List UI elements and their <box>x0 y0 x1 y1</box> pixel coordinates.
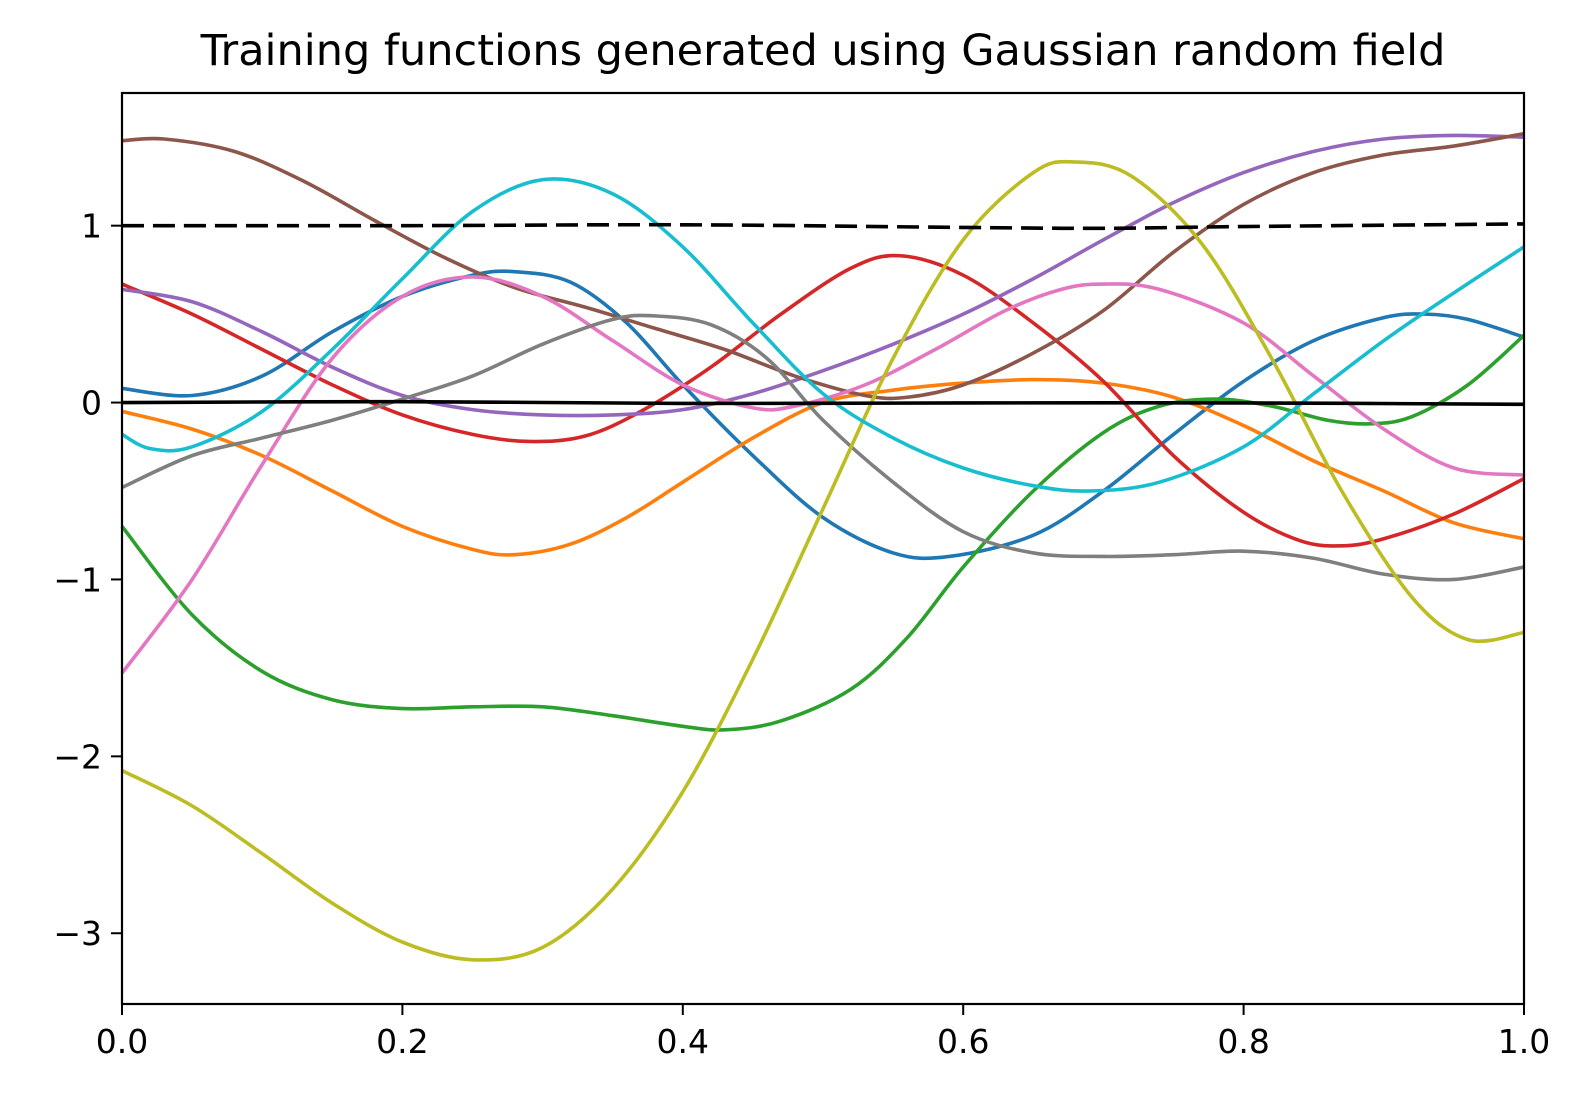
series-line-4 <box>121 133 1525 418</box>
series-line-9 <box>121 177 1525 493</box>
ticks-layer: 0.0 0.2 0.4 0.6 0.8 1.0 −3 −2 −1 0 1 <box>53 207 1550 1061</box>
x-tick-label: 0.0 <box>96 1022 148 1061</box>
chart-title: Training functions generated using Gauss… <box>200 26 1446 76</box>
series-line-6 <box>120 275 1525 675</box>
y-tick-label: 1 <box>81 207 102 246</box>
x-tick-label: 0.2 <box>376 1022 428 1061</box>
y-tick-label: −3 <box>53 914 102 953</box>
series-line-0 <box>121 269 1525 561</box>
x-tick-label: 0.6 <box>937 1022 989 1061</box>
series-line-3 <box>121 253 1525 548</box>
y-tick-label: 0 <box>81 384 102 423</box>
series-line-1 <box>121 377 1525 557</box>
y-tick-label: −1 <box>53 560 102 599</box>
series-line-8 <box>121 159 1525 962</box>
series-line-2 <box>120 333 1526 732</box>
series-line-10 <box>121 399 1525 407</box>
x-tick-label: 0.4 <box>657 1022 709 1061</box>
series-layer <box>120 131 1526 962</box>
x-tick-label: 0.8 <box>1217 1022 1269 1061</box>
series-line-11 <box>121 222 1525 231</box>
series-line-5 <box>121 131 1525 401</box>
series-line-7 <box>121 313 1525 582</box>
y-tick-label: −2 <box>53 737 102 776</box>
plot-frame <box>120 91 1526 1006</box>
x-tick-label: 1.0 <box>1498 1022 1550 1061</box>
